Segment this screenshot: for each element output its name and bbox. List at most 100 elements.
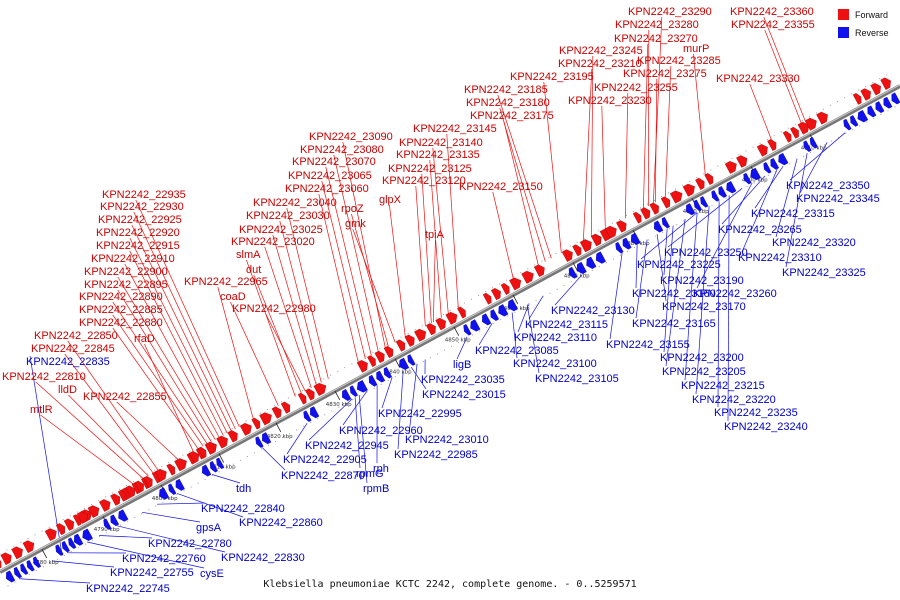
- reverse-leader-line: [799, 142, 828, 194]
- reverse-gene-label: KPN2242_23350: [786, 180, 870, 192]
- forward-gene-label: KPN2242_23355: [731, 19, 815, 31]
- reverse-gene-arrow: [310, 406, 320, 419]
- forward-leader-line: [601, 105, 606, 230]
- forward-gene-arrow: [0, 552, 12, 566]
- forward-gene-label: KPN2242_22910: [91, 253, 175, 265]
- reverse-gene-arrow: [843, 118, 852, 131]
- forward-gene-label: slmA: [236, 249, 261, 261]
- forward-gene-arrow: [880, 77, 891, 90]
- forward-gene-label: KPN2242_22900: [84, 266, 168, 278]
- reverse-leader-line: [656, 234, 667, 302]
- forward-gene-arrow: [445, 311, 458, 325]
- reverse-leader-line: [695, 206, 710, 395]
- reverse-gene-arrow: [507, 298, 518, 312]
- reverse-gene-arrow: [750, 167, 761, 181]
- reverse-gene-arrow: [686, 203, 696, 216]
- forward-gene-arrow: [435, 317, 446, 331]
- reverse-gene-arrow: [875, 101, 885, 114]
- kbp-tick-mark: [41, 549, 48, 559]
- forward-leader-line: [35, 381, 144, 479]
- reverse-gene-label: KPN2242_23200: [660, 352, 744, 364]
- forward-gene-arrow: [99, 499, 111, 512]
- forward-leader-line: [112, 314, 204, 447]
- forward-gene-arrow: [367, 355, 376, 368]
- forward-leader-line: [582, 68, 593, 242]
- forward-gene-arrow: [816, 111, 828, 125]
- reverse-gene-arrow: [718, 186, 728, 198]
- reverse-gene-label: KPN2242_22840: [201, 503, 285, 515]
- forward-gene-arrow: [640, 207, 651, 220]
- reverse-leader-line: [19, 578, 91, 584]
- reverse-gene-label: KPN2242_23320: [772, 237, 856, 249]
- reverse-gene-label: KPN2242_23315: [751, 208, 835, 220]
- forward-leader-line: [543, 81, 562, 253]
- forward-leader-line: [129, 250, 224, 436]
- reverse-gene-label: KPN2242_22860: [239, 517, 323, 529]
- forward-gene-arrow: [852, 93, 862, 105]
- forward-gene-label: KPN2242_23180: [466, 97, 550, 109]
- forward-gene-arrow: [134, 480, 144, 493]
- forward-leader-line: [67, 340, 159, 471]
- forward-gene-arrow: [457, 306, 466, 319]
- forward-gene-arrow: [414, 328, 427, 342]
- forward-gene-arrow: [87, 505, 100, 518]
- reverse-gene-arrow: [622, 237, 632, 250]
- forward-gene-arrow: [76, 511, 88, 524]
- reverse-gene-arrow: [383, 366, 393, 379]
- kbp-tick-mark: [512, 294, 519, 304]
- reverse-gene-arrow: [209, 460, 218, 473]
- reverse-leader-line: [721, 175, 766, 225]
- forward-leader-line: [590, 55, 594, 237]
- kbp-tick-label: 4840 kbp: [386, 369, 412, 375]
- reverse-gene-label: KPN2242_22945: [305, 440, 389, 452]
- forward-gene-arrow: [216, 435, 228, 449]
- forward-leader-line: [763, 16, 806, 122]
- forward-leader-line: [497, 94, 552, 259]
- forward-gene-label: tpiA: [425, 229, 445, 241]
- forward-gene-label: KPN2242_23040: [253, 197, 337, 209]
- forward-gene-arrow: [660, 196, 671, 209]
- forward-leader-line: [624, 92, 629, 219]
- forward-leader-line: [446, 133, 459, 309]
- reverse-leader-line: [785, 153, 808, 268]
- forward-gene-label: KPN2242_22895: [84, 279, 168, 291]
- forward-gene-label: KPN2242_23175: [470, 110, 554, 122]
- forward-leader-line: [421, 173, 432, 324]
- forward-leader-line: [124, 263, 220, 438]
- reverse-gene-label: KPN2242_23265: [718, 224, 802, 236]
- reverse-gene-label: KPN2242_23105: [535, 373, 619, 385]
- forward-leader-line: [693, 53, 706, 176]
- forward-leader-line: [217, 286, 254, 420]
- reverse-leader-line: [308, 398, 353, 441]
- reverse-gene-arrow: [711, 190, 720, 202]
- forward-leader-line: [40, 414, 134, 485]
- reverse-gene-label: KPN2242_23165: [632, 318, 716, 330]
- reverse-gene-label: KPN2242_23310: [738, 252, 822, 264]
- forward-gene-arrow: [533, 264, 545, 277]
- legend-forward-swatch: [838, 9, 849, 20]
- forward-gene-label: KPN2242_23275: [623, 68, 707, 80]
- reverse-leader-line: [554, 274, 583, 306]
- forward-leader-line: [264, 246, 312, 389]
- forward-gene-arrow: [259, 412, 272, 426]
- reverse-gene-arrow: [216, 457, 225, 470]
- forward-gene-label: KPN2242_22845: [31, 343, 115, 355]
- reverse-gene-arrow: [376, 370, 386, 383]
- forward-leader-line: [325, 166, 372, 356]
- forward-gene-label: coaD: [220, 291, 246, 303]
- reverse-gene-arrow: [850, 115, 859, 127]
- forward-leader-line: [246, 259, 296, 397]
- reverse-gene-arrow: [490, 309, 500, 321]
- reverse-gene-arrow: [110, 514, 120, 527]
- reverse-gene-label: KPN2242_22905: [283, 454, 367, 466]
- reverse-leader-line: [741, 169, 778, 253]
- forward-leader-line: [503, 120, 539, 266]
- reverse-leader-line: [408, 363, 418, 435]
- reverse-leader-line: [789, 132, 846, 181]
- reverse-gene-label: gpsA: [196, 522, 222, 534]
- forward-leader-line: [432, 147, 449, 315]
- forward-leader-line: [492, 191, 514, 279]
- forward-gene-arrow: [271, 406, 282, 419]
- forward-gene-arrow: [695, 177, 705, 190]
- reverse-leader-line: [635, 239, 648, 319]
